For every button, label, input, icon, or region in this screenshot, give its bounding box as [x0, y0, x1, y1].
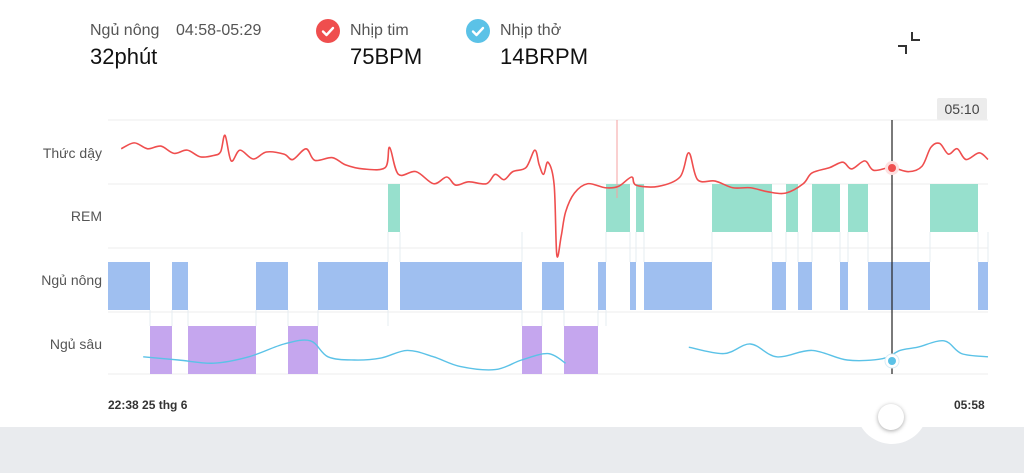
x-axis-start-date: 25 thg 6: [142, 398, 188, 412]
x-axis-start-label: 22:38 25 thg 6: [108, 398, 187, 412]
collapse-icon[interactable]: [896, 30, 924, 58]
scrubber-track[interactable]: [0, 427, 1024, 473]
stage-segment: [812, 184, 840, 232]
stage-segment: [318, 262, 388, 310]
stage-segment: [522, 326, 542, 374]
breath-cursor-dot: [888, 357, 896, 365]
stage-segment: [978, 262, 988, 310]
stage-segment: [636, 184, 644, 232]
stage-segment: [256, 262, 288, 310]
stage-segment: [108, 262, 150, 310]
stage-segment: [868, 262, 930, 310]
scrubber-handle[interactable]: [878, 404, 904, 430]
stage-duration: 32phút: [90, 44, 158, 69]
stage-label-deep: Ngủ sâu: [49, 336, 102, 352]
heart-rate-label: Nhịp tim: [350, 22, 409, 39]
stage-label-rem: REM: [70, 208, 102, 224]
breath-rate-line: [688, 340, 989, 362]
stage-segment: [798, 262, 812, 310]
cursor-time-badge: 05:10: [937, 98, 987, 120]
stage-segment: [542, 262, 564, 310]
x-axis-start-time: 22:38: [108, 398, 139, 412]
stage-segment: [772, 262, 786, 310]
stage-segment: [400, 262, 522, 310]
breath-rate-value: 14BRPM: [500, 44, 589, 69]
breath-rate-label: Nhịp thở: [500, 22, 562, 39]
heart-check-icon[interactable]: [316, 19, 340, 43]
stage-segment: [606, 184, 630, 232]
x-axis-end-label: 05:58: [954, 398, 985, 412]
stage-segment: [172, 262, 188, 310]
stage-label-awake: Thức dậy: [42, 145, 102, 161]
stage-segment: [288, 326, 318, 374]
heart-rate-line: [120, 134, 989, 258]
heart-cursor-dot: [888, 164, 896, 172]
breath-check-icon[interactable]: [466, 19, 490, 43]
breath-rate-line: [143, 339, 566, 371]
stage-segment: [840, 262, 848, 310]
stage-segment: [930, 184, 978, 232]
stage-range: 04:58-05:29: [176, 22, 262, 39]
stage-segment: [150, 326, 172, 374]
stage-segment: [848, 184, 868, 232]
stage-segment: [388, 184, 400, 232]
stage-segment: [712, 184, 772, 232]
stage-segment: [630, 262, 636, 310]
stage-segment: [644, 262, 712, 310]
stage-segment: [598, 262, 606, 310]
stage-segment: [188, 326, 256, 374]
stage-label-light: Ngủ nông: [41, 272, 102, 288]
stage-label: Ngủ nông: [90, 22, 160, 39]
stage-segment: [786, 184, 798, 232]
heart-rate-value: 75BPM: [350, 44, 423, 69]
stage-segment: [564, 326, 598, 374]
